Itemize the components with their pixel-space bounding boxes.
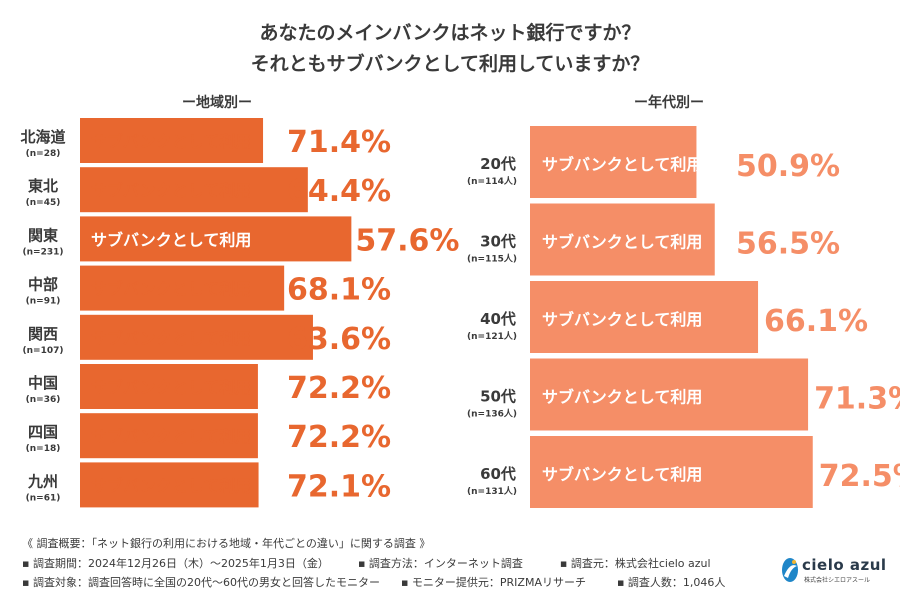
age-bar bbox=[530, 281, 759, 353]
region-sample-size: (n=107) bbox=[23, 346, 64, 356]
region-category-label: 中部 bbox=[28, 276, 58, 294]
age-sample-size: (n=114人) bbox=[467, 175, 517, 187]
age-bar bbox=[530, 358, 809, 431]
region-value-label: 68.1% bbox=[287, 273, 391, 308]
region-bar bbox=[80, 216, 352, 262]
region-bar-label: サブバンクとして利用 bbox=[91, 427, 251, 446]
age-category-label: 30代 bbox=[480, 233, 516, 251]
chart-title: あなたのメインバンクはネット銀行ですか？ それともサブバンクとして利用しています… bbox=[0, 18, 900, 80]
region-category-label: 九州 bbox=[27, 472, 58, 490]
logo-text: cielo azul bbox=[802, 556, 887, 574]
bar-charts: 北海道 (n=28) サブバンクとして利用 71.4% 東北 (n=45) サブバンクとして… bbox=[20, 118, 900, 508]
region-bar bbox=[80, 462, 259, 508]
logo-subtext: 株式会社シエロアスール bbox=[804, 577, 871, 584]
region-sample-size: (n=61) bbox=[26, 493, 61, 503]
region-value-label: 72.2% bbox=[287, 371, 391, 406]
region-bar bbox=[80, 413, 258, 459]
region-value-label: 72.2% bbox=[287, 420, 391, 455]
survey-footer: 《 調査概要：「ネット銀行の利用における地域・年代ごとの違い」に関する調査 》 … bbox=[22, 534, 725, 593]
age-bar bbox=[530, 436, 813, 508]
region-value-label: 64.4% bbox=[287, 174, 391, 209]
region-bar bbox=[80, 364, 258, 409]
region-bar-label: サブバンクとして利用 bbox=[91, 329, 251, 348]
region-bar bbox=[80, 265, 285, 311]
age-sample-size: (n=115人) bbox=[467, 253, 517, 265]
footer-source: ▪ 調査元：株式会社cielo azul bbox=[559, 556, 711, 570]
age-category-label: 20代 bbox=[480, 155, 516, 173]
footer-summary: 《 調査概要：「ネット銀行の利用における地域・年代ごとの違い」に関する調査 》 bbox=[22, 537, 431, 550]
age-category-label: 60代 bbox=[480, 465, 516, 483]
region-sample-size: (n=231) bbox=[23, 247, 64, 257]
region-sample-size: (n=36) bbox=[26, 395, 61, 405]
age-section-title: ー年代別ー bbox=[634, 95, 704, 111]
age-sample-size: (n=136人) bbox=[467, 408, 517, 420]
footer-row-2: ▪ 調査期間：2024年12月26日（木）〜2025年1月3日（金） ▪ 調査方… bbox=[22, 554, 725, 574]
region-sample-size: (n=18) bbox=[26, 444, 61, 454]
region-bar bbox=[80, 118, 264, 163]
age-value-label: 50.9% bbox=[736, 149, 840, 184]
footer-row-3: ▪ 調査対象：調査回答時に全国の20代〜60代の男女と回答したモニター ▪ モニ… bbox=[22, 573, 725, 593]
title-line-1: あなたのメインバンクはネット銀行ですか？ bbox=[259, 22, 641, 44]
region-category-label: 北海道 bbox=[20, 128, 65, 146]
region-value-label: 63.6% bbox=[287, 322, 391, 357]
region-sample-size: (n=28) bbox=[26, 149, 61, 159]
age-bar-label: サブバンクとして利用 bbox=[542, 233, 702, 252]
age-bar-label: サブバンクとして利用 bbox=[542, 310, 702, 329]
age-bar-label: サブバンクとして利用 bbox=[542, 155, 702, 174]
region-category-label: 四国 bbox=[28, 423, 58, 441]
age-category-label: 40代 bbox=[480, 310, 516, 328]
age-value-label: 72.5% bbox=[819, 459, 900, 494]
region-category-label: 中国 bbox=[28, 374, 58, 392]
region-sample-size: (n=45) bbox=[26, 198, 61, 208]
region-bar-label: サブバンクとして利用 bbox=[91, 280, 251, 299]
footer-provider: ▪ モニター提供元：PRIZMAリサーチ bbox=[400, 576, 586, 589]
age-value-label: 66.1% bbox=[764, 304, 868, 339]
region-category-label: 関東 bbox=[28, 226, 58, 244]
age-bar bbox=[530, 126, 697, 198]
region-bar bbox=[80, 167, 308, 213]
age-sample-size: (n=131人) bbox=[467, 485, 517, 497]
title-line-2: それともサブバンクとして利用していますか？ bbox=[250, 53, 650, 75]
region-category-label: 東北 bbox=[28, 177, 58, 195]
region-section-title: ー地域別ー bbox=[182, 95, 252, 111]
region-sample-size: (n=91) bbox=[26, 297, 61, 307]
region-value-label: 71.4% bbox=[287, 125, 391, 160]
region-value-label: 72.1% bbox=[287, 469, 391, 504]
age-value-label: 71.3% bbox=[814, 382, 900, 417]
region-bar-label: サブバンクとして利用 bbox=[91, 230, 251, 249]
age-value-label: 56.5% bbox=[736, 227, 840, 262]
age-bar bbox=[530, 203, 715, 276]
footer-method: ▪ 調査方法：インターネット調査 bbox=[357, 556, 523, 570]
region-value-label: 57.6% bbox=[355, 223, 459, 258]
age-bar-label: サブバンクとして利用 bbox=[542, 465, 702, 484]
footer-count: ▪ 調査人数：1,046人 bbox=[616, 576, 726, 589]
region-bar-label: サブバンクとして利用 bbox=[91, 132, 251, 151]
region-bar bbox=[80, 314, 313, 360]
footer-period: ▪ 調査期間：2024年12月26日（木）〜2025年1月3日（金） bbox=[22, 556, 329, 570]
region-bar-label: サブバンクとして利用 bbox=[91, 378, 251, 397]
company-logo: cielo azul 株式会社シエロアスール bbox=[780, 556, 890, 586]
cielo-azul-logo-icon bbox=[782, 558, 798, 582]
age-sample-size: (n=121人) bbox=[467, 330, 517, 342]
age-bar-label: サブバンクとして利用 bbox=[542, 388, 702, 407]
region-bar-label: サブバンクとして利用 bbox=[91, 181, 251, 200]
region-category-label: 関西 bbox=[28, 325, 58, 343]
age-category-label: 50代 bbox=[480, 388, 516, 406]
region-bar-label: サブバンクとして利用 bbox=[91, 476, 251, 495]
footer-target: ▪ 調査対象：調査回答時に全国の20代〜60代の男女と回答したモニター bbox=[22, 576, 380, 589]
